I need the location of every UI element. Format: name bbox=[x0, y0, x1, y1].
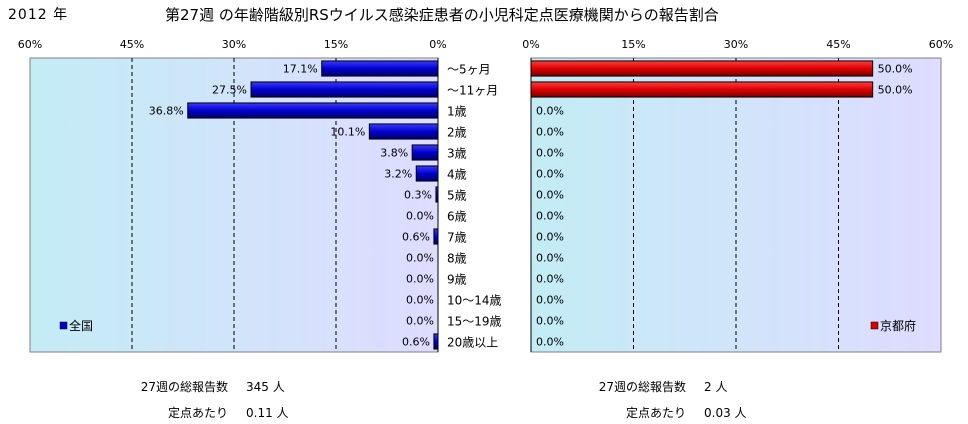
category-label: 4歳 bbox=[447, 168, 467, 182]
national-data-label: 0.0% bbox=[406, 315, 434, 328]
kyoto-x-tick-label: 0% bbox=[522, 38, 539, 51]
year-label: 2012 年 bbox=[8, 7, 69, 23]
national-total-label: 27週の総報告数 bbox=[140, 380, 228, 394]
kyoto-bar bbox=[530, 81, 874, 98]
national-data-label: 0.3% bbox=[404, 189, 432, 202]
kyoto-total-label: 27週の総報告数 bbox=[598, 380, 686, 394]
national-bar bbox=[433, 333, 439, 350]
national-data-label: 17.1% bbox=[283, 63, 318, 76]
kyoto-per-site-label: 定点あたり bbox=[625, 406, 686, 420]
national-bar bbox=[368, 123, 439, 140]
national-data-label: 10.1% bbox=[330, 126, 365, 139]
national-data-label: 36.8% bbox=[149, 105, 184, 118]
kyoto-per-site-value: 0.03 人 bbox=[704, 406, 747, 420]
national-data-label: 0.6% bbox=[402, 336, 430, 349]
national-x-tick-label: 60% bbox=[18, 38, 42, 51]
national-per-site-value: 0.11 人 bbox=[246, 406, 289, 420]
category-label: 3歳 bbox=[447, 147, 467, 161]
category-label: 15～19歳 bbox=[447, 315, 502, 329]
kyoto-x-tick-label: 15% bbox=[621, 38, 645, 51]
kyoto-data-label: 0.0% bbox=[536, 336, 564, 349]
kyoto-data-label: 0.0% bbox=[536, 315, 564, 328]
kyoto-data-label: 0.0% bbox=[536, 231, 564, 244]
kyoto-data-label: 0.0% bbox=[536, 147, 564, 160]
kyoto-data-label: 50.0% bbox=[878, 84, 913, 97]
national-legend-swatch bbox=[59, 321, 68, 330]
kyoto-data-label: 0.0% bbox=[536, 189, 564, 202]
category-label: 8歳 bbox=[447, 252, 467, 266]
kyoto-data-label: 0.0% bbox=[536, 210, 564, 223]
kyoto-total-value: 2 人 bbox=[704, 380, 728, 394]
national-data-label: 3.2% bbox=[384, 168, 412, 181]
national-bar bbox=[250, 81, 439, 98]
kyoto-bar bbox=[530, 60, 874, 77]
kyoto-legend-label: 京都府 bbox=[880, 318, 916, 333]
national-data-label: 0.0% bbox=[406, 252, 434, 265]
category-label: 2歳 bbox=[447, 126, 467, 140]
category-label: 5歳 bbox=[447, 189, 467, 203]
category-label: ～11ヶ月 bbox=[447, 84, 498, 98]
national-bar bbox=[411, 144, 439, 161]
national-data-label: 0.0% bbox=[406, 210, 434, 223]
national-x-tick-label: 30% bbox=[222, 38, 246, 51]
category-label: 20歳以上 bbox=[447, 336, 498, 350]
kyoto-data-label: 0.0% bbox=[536, 273, 564, 286]
national-x-tick-label: 15% bbox=[324, 38, 348, 51]
kyoto-data-label: 0.0% bbox=[536, 105, 564, 118]
kyoto-data-label: 0.0% bbox=[536, 126, 564, 139]
kyoto-data-label: 0.0% bbox=[536, 294, 564, 307]
national-data-label: 0.6% bbox=[402, 231, 430, 244]
national-per-site-label: 定点あたり bbox=[167, 406, 228, 420]
national-data-label: 27.5% bbox=[212, 84, 247, 97]
category-label: 7歳 bbox=[447, 231, 467, 245]
category-label: 1歳 bbox=[447, 105, 467, 119]
national-x-tick-label: 45% bbox=[120, 38, 144, 51]
national-data-label: 0.0% bbox=[406, 294, 434, 307]
national-data-label: 3.8% bbox=[380, 147, 408, 160]
kyoto-x-tick-label: 60% bbox=[929, 38, 953, 51]
kyoto-data-label: 0.0% bbox=[536, 168, 564, 181]
national-x-tick-label: 0% bbox=[429, 38, 446, 51]
national-data-label: 0.0% bbox=[406, 273, 434, 286]
national-bar bbox=[321, 60, 439, 77]
category-label: 9歳 bbox=[447, 273, 467, 287]
kyoto-data-label: 50.0% bbox=[878, 63, 913, 76]
kyoto-data-label: 0.0% bbox=[536, 252, 564, 265]
kyoto-x-tick-label: 30% bbox=[724, 38, 748, 51]
national-legend-label: 全国 bbox=[69, 318, 93, 333]
page-title: 第27週 の年齢階級別RSウイルス感染症患者の小児科定点医療機関からの報告割合 bbox=[165, 6, 719, 24]
category-label: 6歳 bbox=[447, 210, 467, 224]
national-bar bbox=[187, 102, 439, 119]
national-bar bbox=[433, 228, 439, 245]
national-bar bbox=[415, 165, 439, 182]
kyoto-x-tick-label: 45% bbox=[826, 38, 850, 51]
category-label: 10～14歳 bbox=[447, 294, 502, 308]
national-total-value: 345 人 bbox=[246, 380, 285, 394]
kyoto-legend-swatch bbox=[870, 321, 879, 330]
category-label: ～5ヶ月 bbox=[447, 63, 491, 77]
